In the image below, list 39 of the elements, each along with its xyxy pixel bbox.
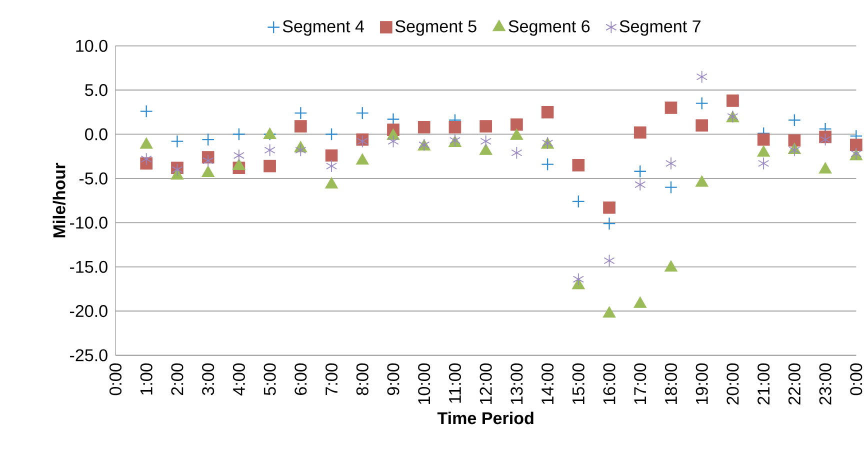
y-tick-label: -10.0 xyxy=(70,216,108,229)
x-tick-label: 22:00 xyxy=(788,363,800,404)
y-tick-label: -20.0 xyxy=(70,304,108,317)
y-tick-label: 10.0 xyxy=(76,40,108,52)
y-tick-label: 5.0 xyxy=(85,84,108,96)
legend-label: Segment 5 xyxy=(395,20,476,36)
x-tick-label: 0:00 xyxy=(850,363,862,396)
legend-label: Segment 7 xyxy=(620,20,700,36)
x-tick-label: 11:00 xyxy=(448,363,461,403)
x-tick-label: 0:00 xyxy=(109,363,122,396)
x-tick-label: 12:00 xyxy=(480,363,492,404)
x-tick-label: 16:00 xyxy=(603,363,616,404)
y-tick-label: 0.0 xyxy=(85,128,108,140)
y-tick-label: -5.0 xyxy=(79,172,108,184)
x-tick-label: 10:00 xyxy=(418,363,430,404)
x-tick-label: 3:00 xyxy=(202,363,214,396)
x-tick-label: 5:00 xyxy=(264,363,276,396)
x-tick-label: 8:00 xyxy=(356,363,368,395)
y-tick-label: -15.0 xyxy=(70,260,108,273)
y-axis-title: Mile/hour xyxy=(52,162,66,238)
legend-label: Segment 4 xyxy=(282,20,364,36)
x-tick-label: 14:00 xyxy=(542,363,554,404)
x-tick-label: 4:00 xyxy=(232,363,245,396)
x-axis-title: Time Period xyxy=(437,412,534,424)
x-tick-label: 1:00 xyxy=(140,363,152,394)
x-tick-label: 21:00 xyxy=(758,363,770,404)
y-tick-label: -25.0 xyxy=(70,349,108,362)
x-tick-label: 23:00 xyxy=(819,363,832,404)
x-tick-label: 19:00 xyxy=(696,363,708,404)
legend-label: Segment 6 xyxy=(508,20,590,36)
x-tick-label: 2:00 xyxy=(171,363,184,395)
x-tick-label: 7:00 xyxy=(325,363,338,395)
x-tick-label: 20:00 xyxy=(726,363,739,404)
x-tick-label: 6:00 xyxy=(294,363,307,395)
x-tick-label: 15:00 xyxy=(572,363,584,404)
x-tick-label: 17:00 xyxy=(634,363,646,404)
x-tick-label: 18:00 xyxy=(664,363,678,404)
x-tick-label: 13:00 xyxy=(510,363,523,404)
x-tick-label: 9:00 xyxy=(387,363,400,395)
